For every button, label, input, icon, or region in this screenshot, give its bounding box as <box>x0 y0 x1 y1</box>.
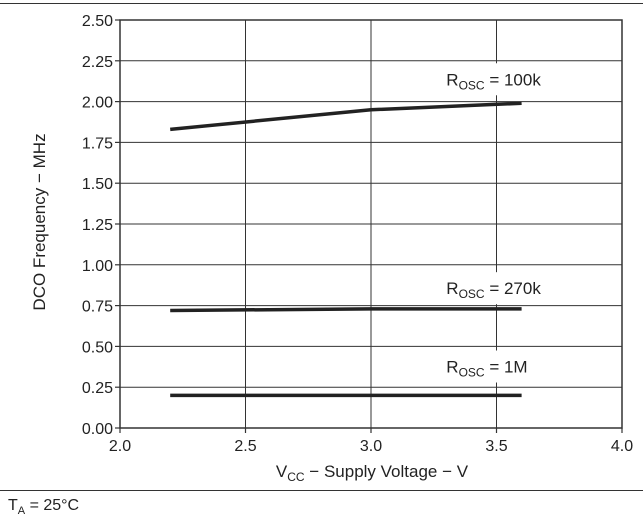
series-line <box>170 101 522 132</box>
series-label-sub: OSC <box>459 366 485 380</box>
series-line <box>170 307 522 313</box>
series-label-rest: = 270k <box>485 279 542 298</box>
x-tick-label: 3.0 <box>360 438 382 455</box>
temperature-condition-rest: = 25°C <box>25 497 80 514</box>
y-axis-label: DCO Frequency − MHz <box>30 133 49 310</box>
y-tick-label: 1.50 <box>82 176 113 193</box>
y-tick-label: 2.00 <box>82 95 113 112</box>
series-label-main: R <box>446 358 458 377</box>
y-tick-label: 0.25 <box>82 380 113 397</box>
x-tick-label: 3.5 <box>485 438 507 455</box>
y-axis-ticks: 0.00 0.25 0.50 0.75 1.00 1.25 1.50 1.75 2.00 2.25… <box>82 13 120 438</box>
top-rule <box>0 3 643 4</box>
y-tick-label: 1.75 <box>82 135 113 152</box>
label-mask <box>440 63 597 96</box>
series-label-rest: = 1M <box>485 358 528 377</box>
bottom-rule <box>0 490 643 491</box>
y-tick-label: 0.50 <box>82 339 113 356</box>
series-label-rest: = 100k <box>485 70 542 89</box>
x-axis-ticks: 2.0 2.5 3.0 3.5 4.0 <box>109 428 633 455</box>
series-label-sub: OSC <box>459 78 485 92</box>
x-axis-label-rest: − Supply Voltage − V <box>305 462 469 481</box>
temperature-condition: TA = 25°C <box>8 497 79 517</box>
x-axis-label-sub: CC <box>287 470 305 484</box>
series-label-main: R <box>446 70 458 89</box>
label-mask <box>440 350 597 383</box>
label-masks <box>440 63 597 383</box>
series-label: ROSC = 100k <box>446 70 541 92</box>
y-tick-label: 2.50 <box>82 13 113 30</box>
x-axis-label-main: V <box>276 462 288 481</box>
series-label: ROSC = 270k <box>446 279 541 301</box>
x-tick-label: 4.0 <box>611 438 633 455</box>
label-mask <box>440 272 597 305</box>
series-label-main: R <box>446 279 458 298</box>
series-lines <box>170 101 522 398</box>
series-label-sub: OSC <box>459 287 485 301</box>
series-label: ROSC = 1M <box>446 358 527 380</box>
x-axis-label: VCC − Supply Voltage − V <box>276 462 469 484</box>
temperature-condition-sub: A <box>17 505 26 517</box>
temperature-condition-main: T <box>8 497 18 514</box>
x-tick-label: 2.0 <box>109 438 131 455</box>
dco-frequency-chart: 0.00 0.25 0.50 0.75 1.00 1.25 1.50 1.75 2.00 2.25… <box>30 13 633 484</box>
y-tick-label: 0.75 <box>82 299 113 316</box>
y-tick-label: 2.25 <box>82 54 113 71</box>
y-tick-label: 0.00 <box>82 421 113 438</box>
x-tick-label: 2.5 <box>234 438 256 455</box>
grid <box>120 20 622 428</box>
y-tick-label: 1.00 <box>82 258 113 275</box>
y-tick-label: 1.25 <box>82 217 113 234</box>
